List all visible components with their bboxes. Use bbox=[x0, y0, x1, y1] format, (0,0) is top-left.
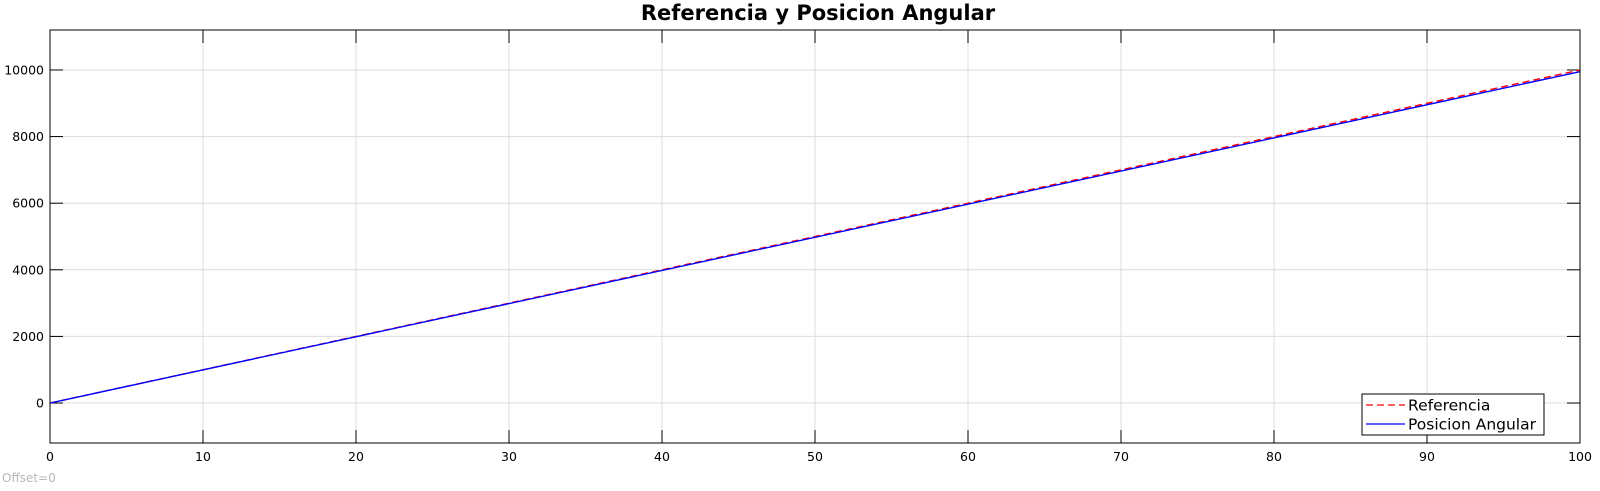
x-tick-label: 80 bbox=[1266, 449, 1282, 464]
x-tick-label: 40 bbox=[654, 449, 670, 464]
offset-annotation: Offset=0 bbox=[2, 471, 56, 485]
legend-label-referencia: Referencia bbox=[1408, 397, 1490, 415]
y-tick-labels: 0 2000 4000 6000 8000 10000 bbox=[4, 62, 44, 410]
x-tick-label: 0 bbox=[46, 449, 54, 464]
x-tick-label: 100 bbox=[1568, 449, 1592, 464]
x-tick-label: 30 bbox=[501, 449, 517, 464]
chart-title: Referencia y Posicion Angular bbox=[641, 1, 996, 25]
x-tick-label: 90 bbox=[1419, 449, 1435, 464]
x-tick-label: 50 bbox=[807, 449, 823, 464]
y-tick-label: 2000 bbox=[12, 329, 44, 344]
y-tick-label: 8000 bbox=[12, 129, 44, 144]
y-tick-label: 6000 bbox=[12, 196, 44, 211]
x-tick-labels: 0 10 20 30 40 50 60 70 80 90 100 bbox=[46, 449, 1592, 464]
x-tick-label: 10 bbox=[195, 449, 211, 464]
legend: Referencia Posicion Angular bbox=[1362, 394, 1544, 435]
x-tick-label: 70 bbox=[1113, 449, 1129, 464]
x-tick-label: 20 bbox=[348, 449, 364, 464]
legend-label-posicion-angular: Posicion Angular bbox=[1408, 416, 1537, 434]
x-tick-label: 60 bbox=[960, 449, 976, 464]
y-tick-label: 10000 bbox=[4, 62, 44, 77]
y-tick-label: 0 bbox=[36, 396, 44, 411]
y-tick-label: 4000 bbox=[12, 262, 44, 277]
